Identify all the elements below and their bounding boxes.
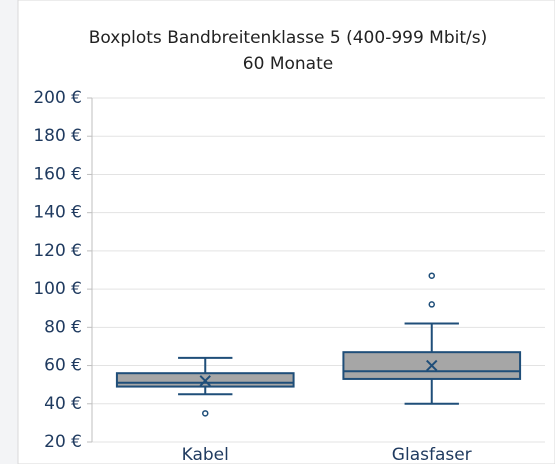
y-tick-label: 60 € [44,356,82,376]
mean-marker [426,359,438,372]
y-tick-label: 140 € [33,203,82,223]
outlier [428,301,435,308]
outlier [202,410,209,417]
y-tick-label: 80 € [44,317,82,337]
y-tick-label: 160 € [33,164,82,184]
chart-title: Boxplots Bandbreitenklasse 5 (400-999 Mb… [89,28,488,48]
y-tick-label: 200 € [33,88,82,108]
outlier [428,272,435,279]
x-tick-label: Glasfaser [392,445,472,464]
y-tick-label: 100 € [33,279,82,299]
y-tick-label: 40 € [44,394,82,414]
y-tick-label: 20 € [44,432,82,452]
chart-subtitle: 60 Monate [243,54,333,74]
x-tick-label: Kabel [182,445,229,464]
y-tick-label: 120 € [33,241,82,261]
mean-marker [199,375,211,387]
y-tick-label: 180 € [33,126,82,146]
